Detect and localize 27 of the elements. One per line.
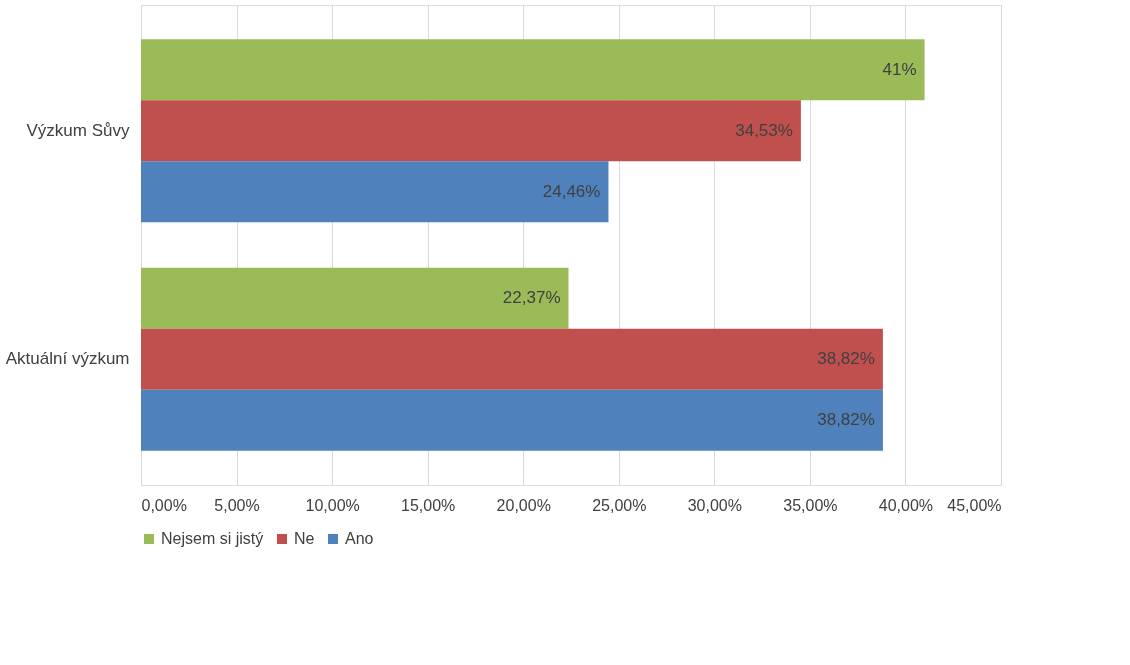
x-tick-label: 15,00% [401,496,456,514]
legend-label: Ano [345,530,374,547]
x-tick-label: 20,00% [496,496,551,514]
data-label: 41% [882,59,917,79]
data-label: 38,82% [817,349,875,369]
x-tick-label: 5,00% [214,496,260,514]
bar [141,389,883,451]
bar [141,39,925,101]
x-tick-label: 40,00% [878,496,934,514]
legend-label: Nejsem si jistý [161,530,264,547]
data-label: 38,82% [817,410,875,430]
x-tick-label: 30,00% [687,496,742,514]
bar [141,100,801,162]
x-tick-label: 0,00% [141,496,187,514]
x-tick-label: 25,00% [592,496,647,514]
x-tick-label: 10,00% [305,496,360,514]
y-tick-label: Výzkum Sůvy [26,120,130,140]
data-label: 34,53% [735,120,793,140]
x-tick-label: 35,00% [783,496,838,514]
y-tick-label: Aktuální výzkum [5,349,130,369]
bar [141,267,569,329]
x-tick-label: 45,00% [947,496,1002,514]
data-label: 22,37% [502,288,561,308]
bar [141,328,883,390]
legend-label: Ne [294,530,315,547]
bar [141,161,609,223]
data-label: 24,46% [542,181,601,201]
